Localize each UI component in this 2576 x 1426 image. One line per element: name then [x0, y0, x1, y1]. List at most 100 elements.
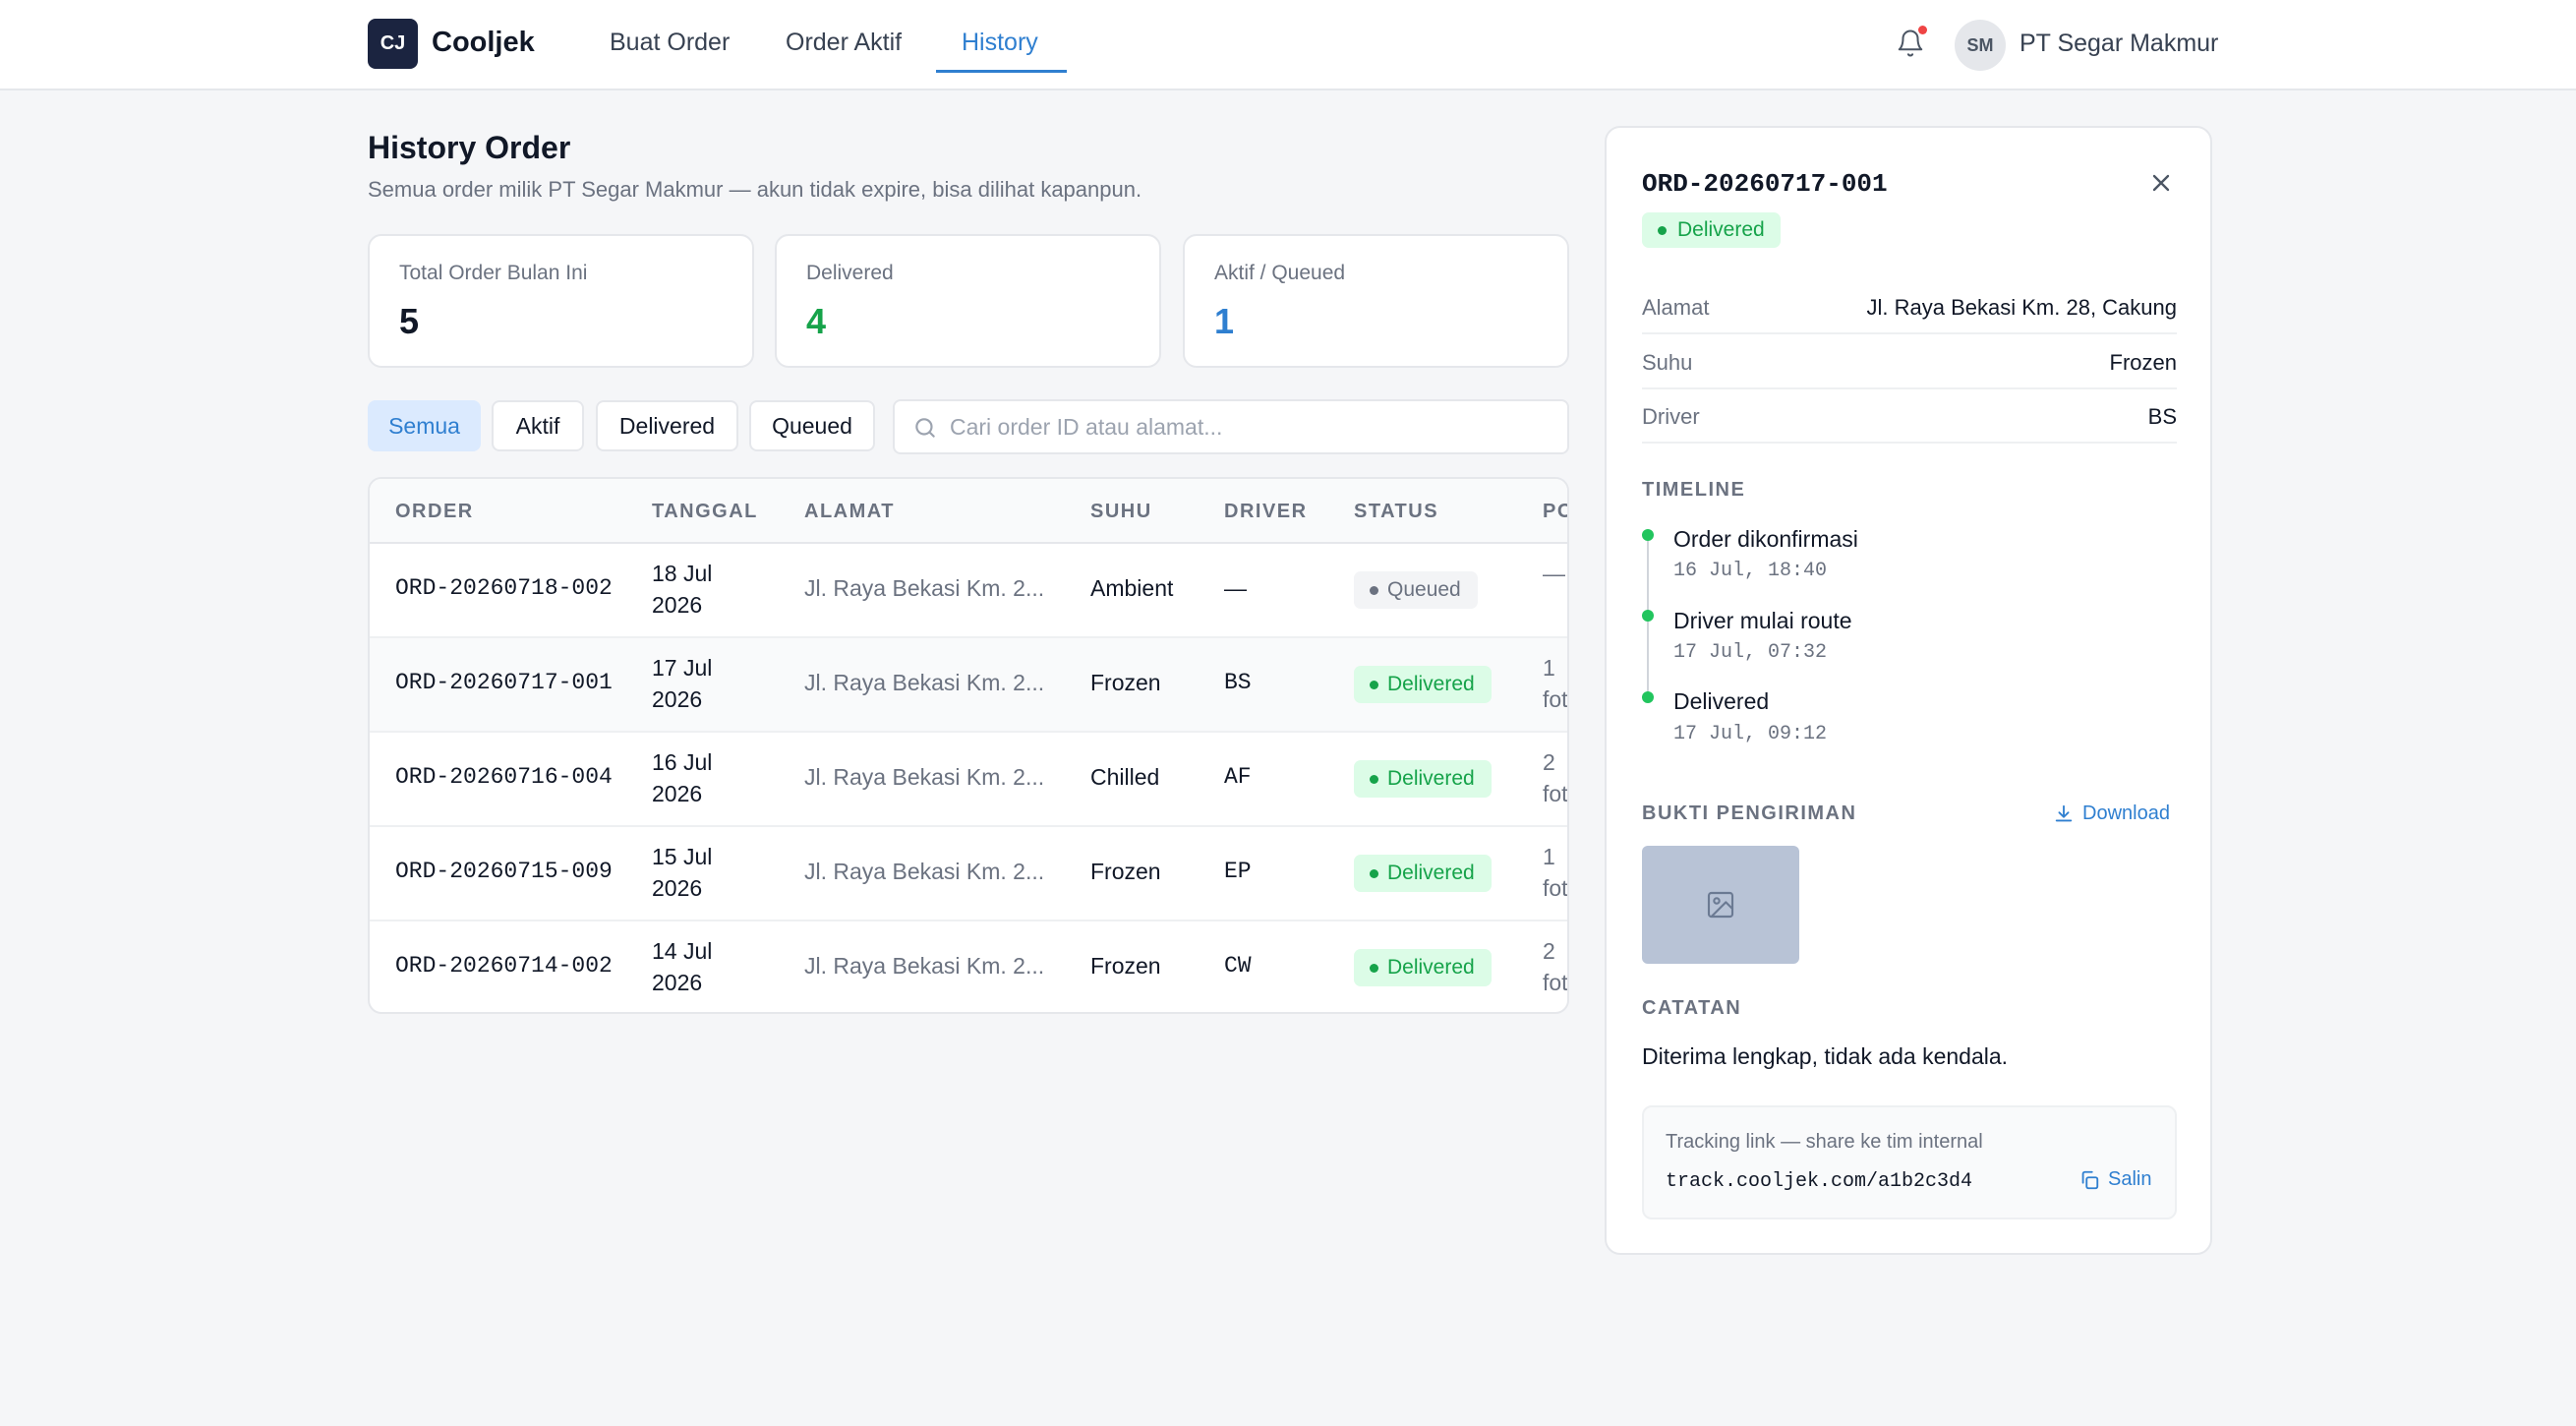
- bell-icon[interactable]: [1896, 27, 1925, 60]
- filter-aktif[interactable]: Aktif: [492, 400, 584, 451]
- status-badge: Delivered: [1354, 855, 1492, 892]
- order-id: ORD-20260717-001: [395, 670, 613, 695]
- stat-label: Delivered: [806, 262, 894, 284]
- column-header-suhu[interactable]: SUHU: [1090, 501, 1152, 522]
- stat-value: 4: [806, 301, 827, 341]
- field-value: Frozen: [2109, 350, 2177, 375]
- order-address: Jl. Raya Bekasi Km. 2...: [804, 670, 1045, 695]
- tab-history[interactable]: History: [962, 29, 1038, 56]
- column-header-tanggal[interactable]: TANGGAL: [652, 501, 758, 522]
- tracking-url[interactable]: track.cooljek.com/a1b2c3d4: [1666, 1170, 1973, 1193]
- order-driver: —: [1224, 575, 1247, 601]
- tab-buat-order[interactable]: Buat Order: [610, 29, 731, 56]
- copy-link-button[interactable]: Salin: [2078, 1168, 2151, 1191]
- stat-value: 1: [1214, 301, 1235, 341]
- timeline-event-title: Delivered: [1673, 688, 1770, 714]
- order-address: Jl. Raya Bekasi Km. 2...: [804, 953, 1045, 979]
- stat-label: Total Order Bulan Ini: [399, 262, 588, 284]
- order-temp: Frozen: [1090, 670, 1161, 695]
- user-name[interactable]: PT Segar Makmur: [2020, 30, 2219, 57]
- table-row[interactable]: ORD-20260718-002 18 Jul 2026 Jl. Raya Bek…: [370, 544, 1567, 638]
- page-subtitle: Semua order milik PT Segar Makmur — akun…: [368, 177, 1142, 202]
- notes-label: CATATAN: [1642, 997, 1742, 1019]
- order-temp: Ambient: [1090, 575, 1174, 601]
- order-date: 15 Jul 2026: [652, 844, 713, 901]
- timeline-event-title: Order dikonfirmasi: [1673, 526, 1858, 552]
- field-value: Jl. Raya Bekasi Km. 28, Cakung: [1866, 295, 2177, 320]
- detail-field-alamat: Alamat Jl. Raya Bekasi Km. 28, Cakung: [1642, 279, 2177, 334]
- image-icon: [1707, 891, 1734, 919]
- status-badge: Queued: [1354, 571, 1478, 609]
- proof-count: 1 fot: [1543, 844, 1568, 901]
- filter-queued[interactable]: Queued: [749, 400, 875, 451]
- timeline-event-time: 17 Jul, 09:12: [1673, 723, 1828, 745]
- order-id: ORD-20260716-004: [395, 764, 613, 790]
- search-icon: [915, 418, 935, 438]
- order-driver: EP: [1224, 859, 1252, 884]
- stat-value: 5: [399, 301, 420, 341]
- detail-order-id: ORD-20260717-001: [1642, 169, 1888, 199]
- timeline-label: TIMELINE: [1642, 479, 1746, 501]
- proof-count: 2 fot: [1543, 749, 1568, 806]
- order-address: Jl. Raya Bekasi Km. 2...: [804, 575, 1045, 601]
- order-address: Jl. Raya Bekasi Km. 2...: [804, 764, 1045, 790]
- timeline-dot: [1642, 529, 1654, 541]
- table-row[interactable]: ORD-20260716-004 16 Jul 2026 Jl. Raya Bek…: [370, 733, 1568, 827]
- search-input[interactable]: [950, 403, 1540, 450]
- proof-photo-thumbnail[interactable]: [1642, 846, 1799, 964]
- avatar[interactable]: SM: [1955, 20, 2006, 71]
- column-header-alamat[interactable]: ALAMAT: [804, 501, 895, 522]
- logo-name[interactable]: Cooljek: [432, 27, 535, 58]
- detail-status-badge: Delivered: [1642, 212, 1781, 248]
- stat-card-delivered: Delivered 4: [775, 234, 1161, 368]
- tracking-label: Tracking link — share ke tim internal: [1666, 1131, 1983, 1153]
- order-id: ORD-20260718-002: [395, 575, 613, 601]
- download-label: Download: [2082, 802, 2170, 824]
- close-icon[interactable]: [2147, 169, 2175, 197]
- timeline-event-time: 16 Jul, 18:40: [1673, 560, 1828, 582]
- order-driver: AF: [1224, 764, 1252, 790]
- order-date: 16 Jul 2026: [652, 749, 713, 806]
- table-row[interactable]: ORD-20260715-009 15 Jul 2026 Jl. Raya Bek…: [370, 827, 1568, 921]
- proof-count: 2 fot: [1543, 938, 1568, 995]
- column-header-status[interactable]: STATUS: [1354, 501, 1439, 522]
- notification-dot: [1918, 26, 1927, 34]
- orders-table: ORDER TANGGAL ALAMAT SUHU DRIVER STATUS …: [368, 477, 1569, 1014]
- order-date: 17 Jul 2026: [652, 655, 713, 712]
- stat-card-active-queued: Aktif / Queued 1: [1183, 234, 1569, 368]
- notes-text: Diterima lengkap, tidak ada kendala.: [1642, 1043, 2009, 1069]
- copy-icon: [2081, 1170, 2099, 1189]
- status-badge: Delivered: [1354, 949, 1492, 986]
- logo-badge[interactable]: CJ: [368, 19, 418, 69]
- download-icon: [2055, 804, 2073, 821]
- download-button[interactable]: Download: [2053, 802, 2170, 825]
- order-date: 14 Jul 2026: [652, 938, 713, 995]
- column-header-order[interactable]: ORDER: [395, 501, 474, 522]
- table-header: ORDER TANGGAL ALAMAT SUHU DRIVER STATUS …: [370, 479, 1567, 544]
- order-address: Jl. Raya Bekasi Km. 2...: [804, 859, 1045, 884]
- status-badge: Delivered: [1354, 760, 1492, 798]
- field-label: Alamat: [1642, 295, 1710, 320]
- order-driver: CW: [1224, 953, 1252, 979]
- filter-delivered[interactable]: Delivered: [596, 400, 738, 451]
- proof-label: BUKTI PENGIRIMAN: [1642, 802, 1857, 824]
- proof-count: 1 fot: [1543, 655, 1568, 712]
- copy-label: Salin: [2108, 1168, 2152, 1190]
- order-temp: Frozen: [1090, 953, 1161, 979]
- field-value: BS: [2147, 404, 2177, 429]
- column-header-driver[interactable]: DRIVER: [1224, 501, 1308, 522]
- page-title: History Order: [368, 130, 571, 165]
- tracking-link-box: Tracking link — share ke tim internal tr…: [1642, 1105, 2177, 1219]
- table-row[interactable]: ORD-20260717-001 17 Jul 2026 Jl. Raya Bek…: [370, 638, 1568, 733]
- tab-order-aktif[interactable]: Order Aktif: [786, 29, 903, 56]
- table-row[interactable]: ORD-20260714-002 14 Jul 2026 Jl. Raya Bek…: [370, 921, 1568, 1012]
- column-header-pod[interactable]: PO: [1543, 501, 1567, 522]
- order-date: 18 Jul 2026: [652, 561, 713, 618]
- proof-count: —: [1543, 561, 1565, 586]
- active-tab-indicator: [936, 70, 1067, 73]
- timeline-dot: [1642, 610, 1654, 622]
- order-id: ORD-20260714-002: [395, 953, 613, 979]
- timeline-event-time: 17 Jul, 07:32: [1673, 641, 1828, 664]
- filter-semua[interactable]: Semua: [368, 400, 481, 451]
- field-label: Suhu: [1642, 350, 1693, 375]
